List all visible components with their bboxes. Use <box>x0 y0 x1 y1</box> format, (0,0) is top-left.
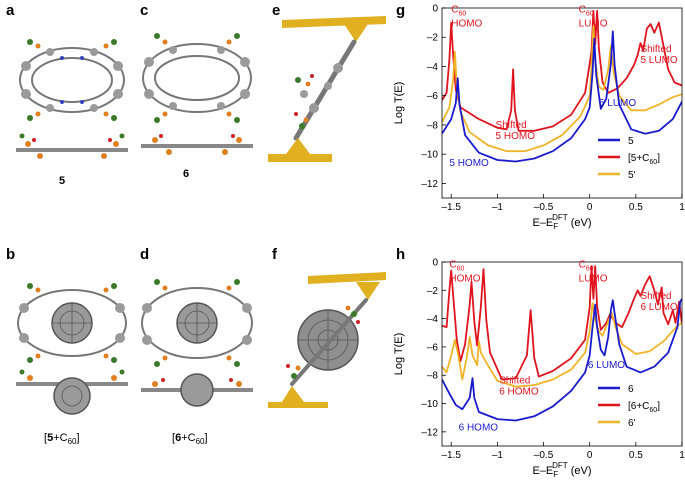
x-tick-label: 0.5 <box>629 450 643 461</box>
y-tick-label: –12 <box>421 179 438 190</box>
y-tick-label: –8 <box>427 371 439 382</box>
y-tick-label: –2 <box>427 33 439 44</box>
annotation-label: 6 LUMO <box>588 360 625 371</box>
panel-label-c: c <box>140 2 149 19</box>
junction-e-render <box>268 16 386 162</box>
annotation-label: Shifted 6 HOMO <box>499 376 539 398</box>
y-tick-label: 0 <box>432 258 438 269</box>
x-tick-label: –0.5 <box>534 450 554 461</box>
panel-label-b: b <box>6 246 16 263</box>
x-tick-label: 1 <box>679 450 685 461</box>
annotation-label: Shifted 5 LUMO <box>640 44 677 66</box>
molecule-5-c60-render <box>16 283 128 415</box>
molecule-label-5: 5 <box>59 175 66 187</box>
panel-label-a: a <box>6 2 15 19</box>
panel-label-e: e <box>272 2 281 19</box>
x-tick-label: –1.5 <box>441 202 461 213</box>
series-line-6c60 <box>442 265 682 381</box>
molecule-label-6-c60: [6+C60] <box>172 432 208 447</box>
x-tick-label: –0.5 <box>534 202 554 213</box>
legend-label: 5 <box>628 136 634 147</box>
y-tick-label: –10 <box>421 150 438 161</box>
x-tick-label: 1 <box>679 202 685 213</box>
x-tick-label: 0 <box>587 450 593 461</box>
chart-h: Log T(E) –1.5 –1 –0.5 0 0.5 1 0 –2 –4 –6 –8 –10 –12 E–… <box>393 258 685 480</box>
legend-label: [6+C60] <box>628 401 660 414</box>
y-axis-label: Log T(E) <box>393 333 405 376</box>
panel-label-d: d <box>140 246 150 263</box>
y-tick-label: –4 <box>427 62 439 73</box>
annotation-label: 6 HOMO <box>459 422 499 433</box>
y-tick-label: –12 <box>421 427 438 438</box>
x-axis-label: E–EFDFT (eV) <box>532 461 591 479</box>
annotation-label: Shifted 5 HOMO <box>496 120 536 142</box>
annotation-label: C60 HOMO <box>449 260 480 285</box>
y-tick-label: –10 <box>421 399 438 410</box>
annotation-label: 5 HOMO <box>449 158 489 169</box>
plot-frame <box>441 261 683 447</box>
legend-label: 6' <box>628 418 636 429</box>
y-tick-label: –2 <box>427 286 439 297</box>
x-tick-label: –1.5 <box>441 450 461 461</box>
legend-label: 5' <box>628 170 636 181</box>
molecule-6-c60-render <box>141 279 253 407</box>
panel-label-f: f <box>272 246 277 263</box>
annotation-label: 5 LUMO <box>599 98 636 109</box>
molecule-6-render <box>141 33 253 155</box>
panel-label-h: h <box>396 246 406 263</box>
annotation-label: C60 LUMO <box>579 260 608 285</box>
series-line-6 <box>442 298 682 422</box>
series-line-5c60 <box>442 10 682 132</box>
chart-g: Log T(E) –1.5 –1 –0.5 0 0.5 1 0 –2 –4 –6 –8 –10 –12 E–… <box>393 4 685 232</box>
plot-frame <box>441 7 683 199</box>
junction-f-render <box>268 272 386 408</box>
y-tick-label: –6 <box>427 91 439 102</box>
series-line-6 <box>442 302 682 388</box>
y-tick-label: –8 <box>427 120 439 131</box>
legend-label: 6 <box>628 384 634 395</box>
legend-label: [5+C60] <box>628 153 660 166</box>
x-tick-label: –1 <box>492 202 504 213</box>
panel-label-g: g <box>396 2 406 19</box>
annotation-label: Shifted 6 LUMO <box>640 291 677 313</box>
y-tick-label: –4 <box>427 314 439 325</box>
y-tick-label: –6 <box>427 342 439 353</box>
molecule-label-6: 6 <box>183 168 190 180</box>
y-tick-label: 0 <box>432 4 438 15</box>
molecule-5-render <box>16 39 128 159</box>
x-axis-label: E–EFDFT (eV) <box>532 213 591 231</box>
molecule-label-5-c60: [5+C60] <box>44 432 80 447</box>
y-axis-label: Log T(E) <box>393 82 405 125</box>
series-line-5 <box>442 30 682 163</box>
x-tick-label: 0 <box>587 202 593 213</box>
x-tick-label: 0.5 <box>629 202 643 213</box>
x-tick-label: –1 <box>492 450 504 461</box>
